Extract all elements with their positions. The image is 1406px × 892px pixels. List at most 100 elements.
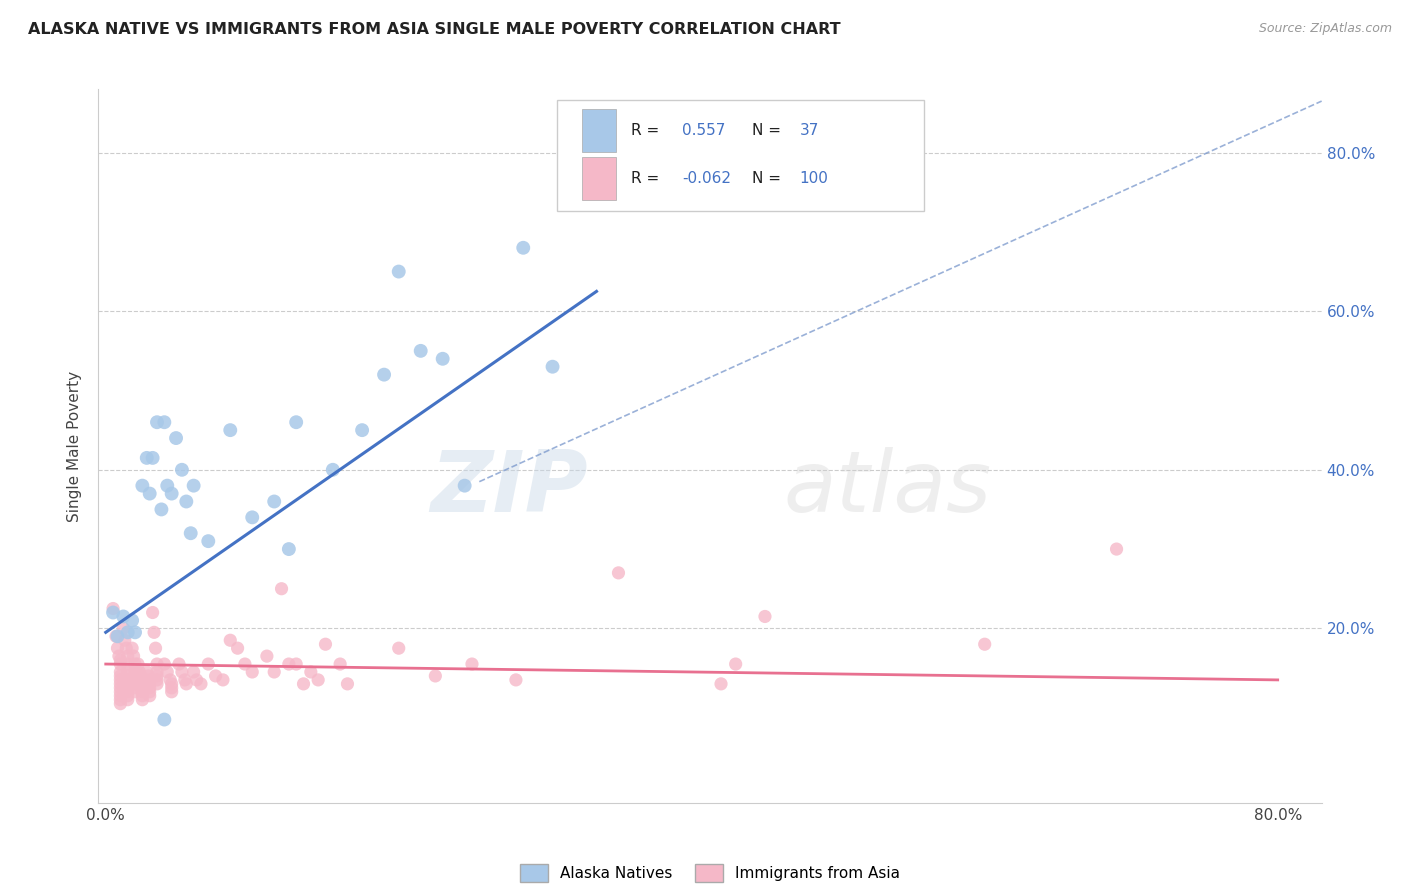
Point [124, 625, 146, 640]
Point [754, 609, 776, 624]
Point [277, 542, 299, 557]
Point [112, 621, 135, 635]
Point [292, 677, 315, 691]
Point [160, 685, 183, 699]
Point [146, 673, 169, 687]
Point [131, 478, 153, 492]
Point [160, 681, 183, 695]
Text: N =: N = [752, 123, 786, 138]
Point [373, 368, 395, 382]
Point [121, 614, 143, 628]
Point [128, 665, 150, 679]
Point [108, 649, 131, 664]
Point [117, 649, 139, 664]
Point [117, 689, 139, 703]
Point [121, 641, 143, 656]
Point [131, 681, 153, 695]
Text: 100: 100 [800, 171, 828, 186]
Point [127, 657, 149, 671]
Point [226, 641, 249, 656]
Point [135, 665, 157, 679]
Text: Source: ZipAtlas.com: Source: ZipAtlas.com [1258, 22, 1392, 36]
Point [146, 657, 169, 671]
Point [131, 689, 153, 703]
Point [160, 677, 183, 691]
Point [240, 510, 263, 524]
Point [263, 665, 285, 679]
Point [541, 359, 564, 374]
Point [124, 677, 146, 691]
Point [138, 689, 160, 703]
Point [131, 677, 153, 691]
Point [112, 609, 135, 624]
Point [110, 657, 132, 671]
Point [110, 677, 132, 691]
Text: atlas: atlas [783, 447, 991, 531]
Point [138, 673, 160, 687]
Point [160, 486, 183, 500]
Point [117, 665, 139, 679]
Text: 37: 37 [800, 123, 818, 138]
Point [110, 653, 132, 667]
Point [117, 692, 139, 706]
Point [432, 351, 454, 366]
Point [150, 502, 173, 516]
Point [173, 673, 195, 687]
Point [176, 677, 198, 691]
Point [329, 657, 352, 671]
FancyBboxPatch shape [582, 109, 616, 152]
Point [101, 601, 124, 615]
Text: 0.557: 0.557 [682, 123, 725, 138]
Point [219, 423, 242, 437]
Point [973, 637, 995, 651]
Point [110, 681, 132, 695]
Point [138, 486, 160, 500]
Point [170, 665, 193, 679]
Point [607, 566, 630, 580]
Point [409, 343, 432, 358]
Point [124, 665, 146, 679]
Point [233, 657, 256, 671]
Legend: Alaska Natives, Immigrants from Asia: Alaska Natives, Immigrants from Asia [515, 858, 905, 888]
Point [1105, 542, 1128, 557]
Point [124, 657, 146, 671]
Point [117, 685, 139, 699]
Point [156, 665, 179, 679]
Point [156, 478, 179, 492]
Point [263, 494, 285, 508]
Point [107, 629, 129, 643]
Point [110, 689, 132, 703]
Point [117, 681, 139, 695]
Point [124, 681, 146, 695]
Point [299, 665, 322, 679]
Point [146, 677, 169, 691]
Point [110, 673, 132, 687]
Point [240, 665, 263, 679]
Point [425, 669, 447, 683]
Point [314, 637, 336, 651]
Point [135, 450, 157, 465]
Point [461, 657, 484, 671]
FancyBboxPatch shape [557, 100, 924, 211]
Point [153, 657, 176, 671]
Point [352, 423, 374, 437]
Point [307, 673, 329, 687]
Point [146, 665, 169, 679]
Point [285, 415, 308, 429]
Point [122, 649, 145, 664]
Point [110, 697, 132, 711]
Point [115, 641, 138, 656]
Point [453, 478, 475, 492]
Point [180, 526, 202, 541]
Point [204, 669, 226, 683]
Text: ZIP: ZIP [430, 447, 588, 531]
Point [170, 463, 193, 477]
Point [270, 582, 292, 596]
Point [197, 657, 219, 671]
Point [131, 673, 153, 687]
Point [105, 629, 128, 643]
Text: -0.062: -0.062 [682, 171, 731, 186]
Point [710, 677, 733, 691]
Point [124, 685, 146, 699]
Point [219, 633, 242, 648]
